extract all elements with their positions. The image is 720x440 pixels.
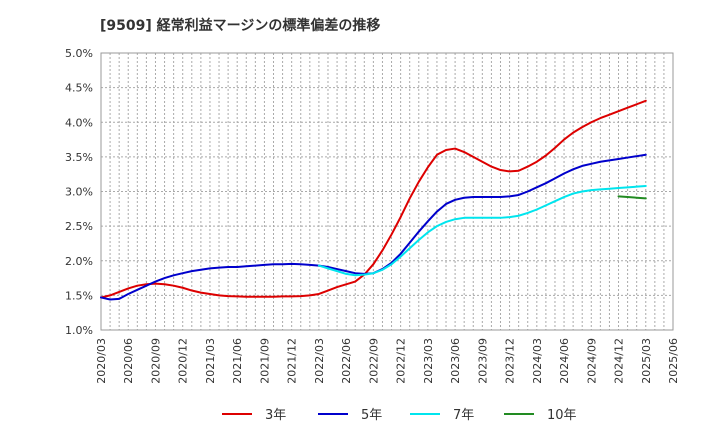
legend-label: 5年 [361, 408, 382, 423]
x-tick-label: 2022/03 [313, 338, 326, 384]
legend: 3年 5年 7年 10年 [222, 408, 577, 423]
y-tick-label: 3.0% [65, 186, 93, 199]
plot-area [100, 52, 674, 331]
series-lines [100, 99, 647, 301]
series-line-7年 [317, 184, 647, 277]
series-line-3年 [100, 99, 647, 299]
legend-label: 7年 [453, 408, 474, 423]
x-tick-label: 2023/09 [476, 338, 489, 384]
y-tick-label: 1.0% [65, 324, 93, 337]
x-tick-label: 2024/12 [613, 338, 626, 384]
x-tick-label: 2021/06 [231, 338, 244, 384]
x-tick-label: 2021/12 [286, 338, 299, 384]
x-tick-label: 2024/03 [531, 338, 544, 384]
legend-label: 3年 [265, 408, 286, 423]
y-tick-label: 4.0% [65, 116, 93, 129]
x-tick-label: 2022/12 [395, 338, 408, 384]
y-tick-label: 5.0% [65, 47, 93, 60]
x-tick-label: 2020/12 [177, 338, 190, 384]
x-tick-label: 2024/09 [585, 338, 598, 384]
y-tick-label: 4.5% [65, 82, 93, 95]
x-tick-label: 2021/09 [258, 338, 271, 384]
x-tick-label: 2020/03 [95, 338, 108, 384]
chart-title: [9509] 経常利益マージンの標準偏差の推移 [100, 17, 380, 34]
x-tick-label: 2023/12 [504, 338, 517, 384]
x-tick-label: 2022/06 [340, 338, 353, 384]
y-tick-label: 3.5% [65, 151, 93, 164]
x-tick-label: 2025/06 [667, 338, 680, 384]
x-tick-label: 2024/06 [558, 338, 571, 384]
series-line-10年 [617, 195, 647, 200]
y-tick-label: 2.0% [65, 255, 93, 268]
y-tick-label: 2.5% [65, 220, 93, 233]
x-tick-label: 2025/03 [640, 338, 653, 384]
x-tick-label: 2023/06 [449, 338, 462, 384]
x-tick-label: 2020/06 [122, 338, 135, 384]
legend-label: 10年 [547, 408, 577, 423]
x-tick-label: 2023/03 [422, 338, 435, 384]
y-tick-label: 1.5% [65, 289, 93, 302]
y-axis-labels: 5.0% 4.5% 4.0% 3.5% 3.0% 2.5% 2.0% 1.5% 1.0% [65, 47, 93, 337]
x-tick-label: 2022/09 [367, 338, 380, 384]
x-axis-labels: 2020/03 2020/06 2020/09 2020/12 2021/03 2021/… [95, 338, 680, 384]
x-tick-label: 2021/03 [204, 338, 217, 384]
x-tick-label: 2020/09 [149, 338, 162, 384]
